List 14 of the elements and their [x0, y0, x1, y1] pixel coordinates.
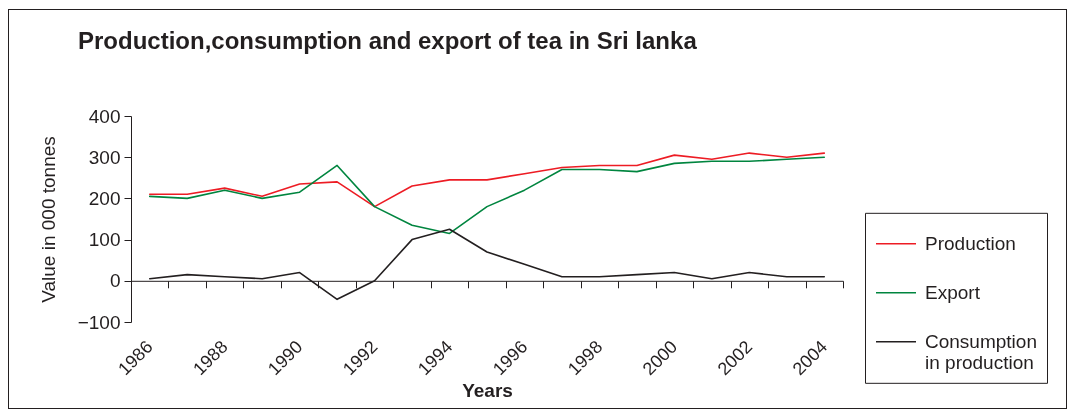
y-tick-label: 300: [88, 146, 121, 168]
legend-label: Consumption in production: [925, 330, 1037, 373]
y-tick-label: 100: [88, 229, 121, 251]
y-tick-label: −100: [77, 311, 121, 333]
y-tick-label: 400: [88, 105, 121, 127]
x-axis-title: Years: [462, 380, 513, 402]
y-tick-label: 0: [109, 270, 121, 292]
line-series: [148, 152, 826, 208]
y-tick-label: 200: [88, 187, 121, 209]
legend-label: Production: [925, 232, 1016, 254]
y-axis-title: Value in 000 tonnes: [37, 136, 59, 303]
chart-title: Production,consumption and export of tea in Sri lanka: [78, 27, 698, 54]
line-series: [148, 156, 826, 235]
legend-label: Export: [925, 281, 981, 303]
